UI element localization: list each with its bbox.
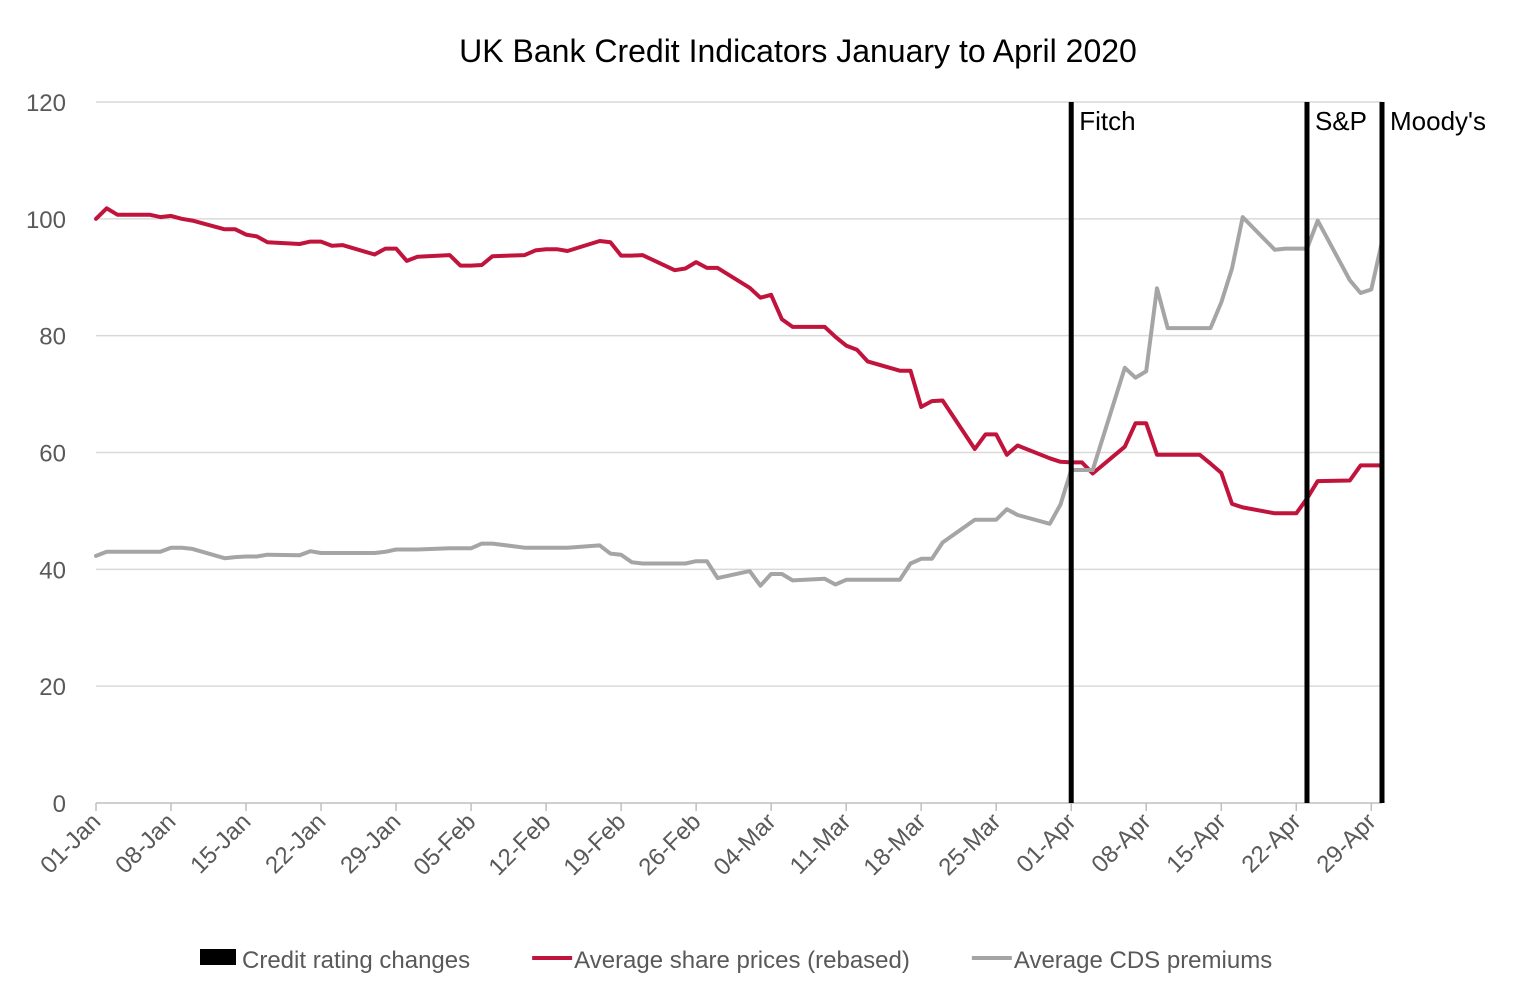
x-tick-label: 26-Feb	[634, 808, 707, 881]
series-lines	[94, 206, 1384, 588]
legend-item-label: Average CDS premiums	[1014, 947, 1272, 974]
x-tick-label: 08-Apr	[1086, 808, 1156, 878]
legend-item-label: Credit rating changes	[242, 947, 470, 974]
credit-rating-label: Moody's	[1390, 106, 1486, 136]
x-tick-label: 29-Apr	[1311, 808, 1381, 878]
chart-title: UK Bank Credit Indicators January to Apr…	[459, 33, 1137, 69]
y-tick-label: 0	[53, 791, 66, 818]
y-tick-label: 40	[39, 557, 66, 584]
y-tick-label: 120	[26, 90, 66, 117]
x-tick-label: 08-Jan	[110, 808, 181, 879]
x-tick-label: 22-Jan	[260, 808, 331, 879]
x-tick-label: 12-Feb	[483, 808, 556, 881]
x-tick-label: 05-Feb	[408, 808, 481, 881]
x-tick-label: 15-Jan	[185, 808, 256, 879]
y-tick-label: 100	[26, 207, 66, 234]
legend-swatch-box	[200, 949, 236, 965]
x-tick-label: 01-Apr	[1011, 808, 1081, 878]
credit-rating-label: Fitch	[1079, 106, 1135, 136]
y-tick-label: 20	[39, 674, 66, 701]
x-tick-label: 04-Mar	[709, 808, 782, 881]
gridlines	[96, 101, 1382, 687]
x-tick-label: 11-Mar	[785, 808, 857, 880]
event-markers: Fitch S&P Moody's	[1068, 102, 1486, 803]
y-tick-label: 60	[39, 441, 66, 468]
legend-item-label: Average share prices (rebased)	[574, 947, 910, 974]
x-tick-label: 15-Apr	[1161, 808, 1231, 878]
x-tick-label: 19-Feb	[558, 808, 631, 881]
x-tick-label: 22-Apr	[1236, 808, 1306, 878]
series-line-average-cds-premiums	[94, 215, 1384, 588]
y-tick-label: 80	[39, 324, 66, 351]
x-tick-label: 29-Jan	[335, 808, 406, 879]
x-tick-label: 25-Mar	[934, 808, 1007, 881]
credit-rating-label: S&P	[1315, 106, 1367, 136]
x-tick-label: 18-Mar	[859, 808, 932, 881]
legend: Credit rating changes Average share price…	[200, 947, 1272, 974]
x-tick-label: 01-Jan	[35, 808, 106, 879]
series-line-average-share-prices-rebased	[94, 206, 1384, 516]
